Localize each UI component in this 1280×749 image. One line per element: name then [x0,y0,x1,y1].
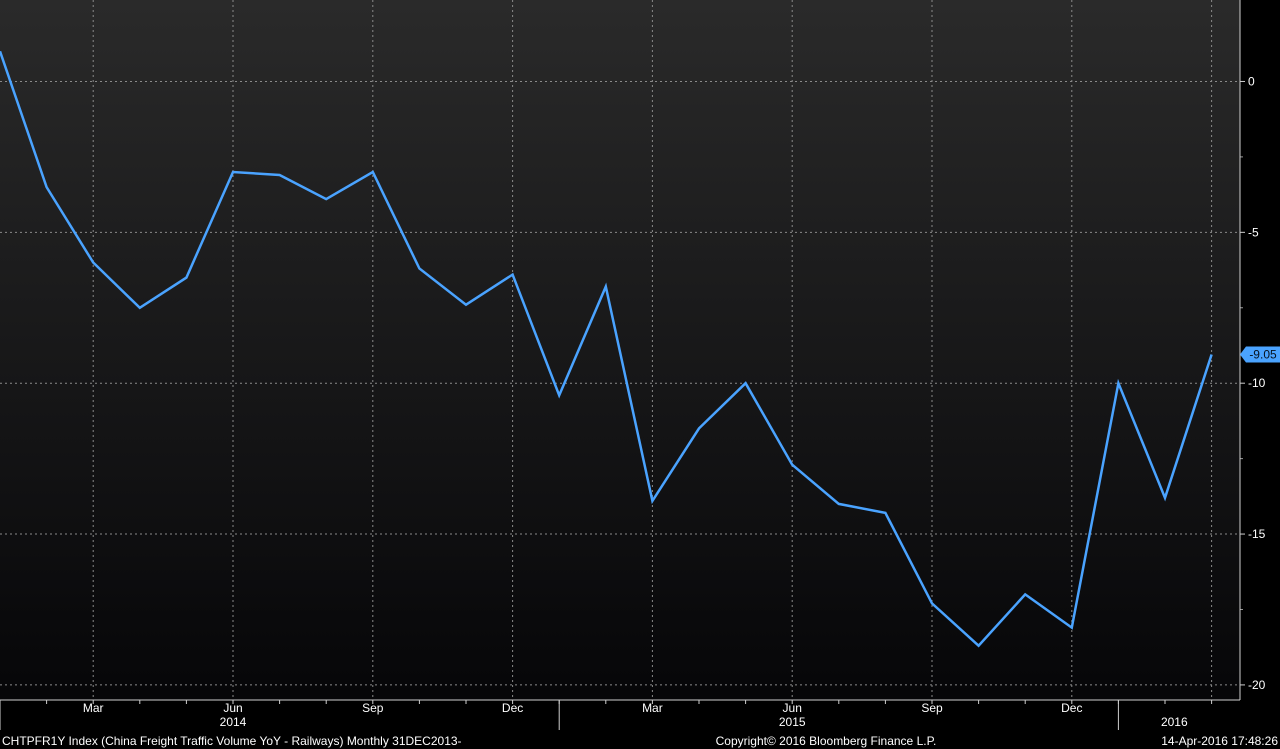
x-year-label: 2016 [1161,715,1188,729]
last-value-label: -9.05 [1249,348,1277,362]
last-value-badge: -9.05 [1240,346,1280,363]
footer-copyright-text: Copyright© 2016 Bloomberg Finance L.P. [716,734,937,748]
footer-source-text: CHTPFR1Y Index (China Freight Traffic Vo… [2,734,462,748]
x-tick-label: Sep [921,701,943,715]
x-tick-label: Mar [642,701,663,715]
x-tick-label: Sep [362,701,384,715]
y-tick-label: -10 [1248,376,1266,390]
y-tick-label: -5 [1248,225,1259,239]
x-tick-label: Mar [83,701,104,715]
x-year-label: 2014 [220,715,247,729]
labels: 0 -5 -10 -15 -20 Mar Jun Sep Dec Mar Jun Sep Dec 2014… [83,74,1280,729]
y-tick-label: -20 [1248,678,1266,692]
series-layer [0,50,1213,648]
footer: CHTPFR1Y Index (China Freight Traffic Vo… [2,734,1278,748]
grid [0,0,1240,700]
footer-timestamp-text: 14-Apr-2016 17:48:26 [1161,734,1278,748]
x-tick-label: Dec [1061,701,1082,715]
x-tick-label: Dec [502,701,523,715]
x-year-label: 2015 [779,715,806,729]
y-tick-label: -15 [1248,527,1266,541]
x-tick-label: Jun [783,701,802,715]
x-tick-label: Jun [223,701,242,715]
axes [0,0,1245,730]
y-tick-label: 0 [1248,74,1255,88]
last-value-badge-bg [1240,346,1280,363]
series-line [0,50,1213,648]
